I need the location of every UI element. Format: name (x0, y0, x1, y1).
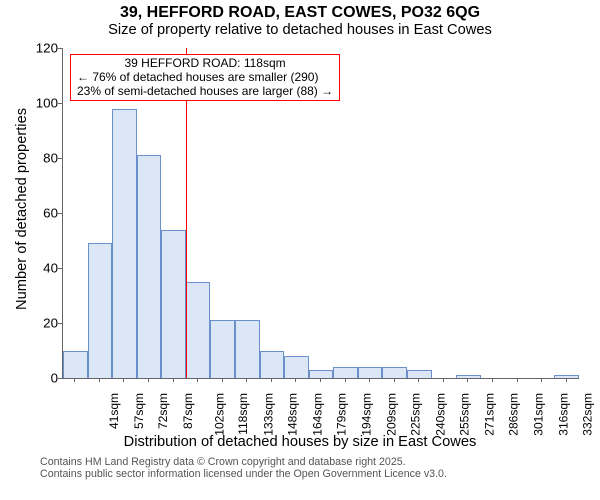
x-tick-mark (394, 378, 395, 382)
footnote-line2: Contains public sector information licen… (40, 468, 447, 480)
x-tick-mark (74, 378, 75, 382)
y-tick-mark (58, 323, 62, 324)
y-tick-mark (58, 48, 62, 49)
x-tick-mark (295, 378, 296, 382)
x-tick-label: 102sqm (212, 393, 226, 436)
x-tick-label: 240sqm (433, 393, 447, 436)
histogram-bar (63, 351, 88, 379)
x-tick-label: 179sqm (335, 393, 349, 436)
y-tick-label: 0 (2, 371, 58, 386)
chart-subtitle: Size of property relative to detached ho… (0, 22, 600, 38)
annotation-line: 39 HEFFORD ROAD: 118sqm (77, 57, 333, 71)
x-tick-label: 301sqm (532, 393, 546, 436)
x-tick-mark (246, 378, 247, 382)
x-tick-mark (99, 378, 100, 382)
x-tick-label: 255sqm (458, 393, 472, 436)
x-ticks: 41sqm 57sqm 72sqm 87sqm 102sqm 118sqm 133sqm 14… (62, 378, 578, 438)
annotation-line: 23% of semi-detached houses are larger (… (77, 85, 333, 99)
histogram-bar (358, 367, 383, 378)
histogram-bar (186, 282, 211, 378)
x-tick-mark (148, 378, 149, 382)
histogram-bar (161, 230, 186, 379)
x-tick-mark (271, 378, 272, 382)
histogram-bar (112, 109, 137, 379)
histogram-bar (210, 320, 235, 378)
x-tick-label: 118sqm (236, 393, 250, 435)
x-tick-mark (541, 378, 542, 382)
x-tick-mark (467, 378, 468, 382)
x-tick-label: 41sqm (107, 393, 121, 429)
histogram-bar (407, 370, 432, 378)
y-ticks: 020406080100120 (0, 48, 62, 378)
histogram-bar (137, 155, 162, 378)
histogram-bar (284, 356, 309, 378)
y-tick-label: 20 (2, 316, 58, 331)
x-tick-label: 209sqm (384, 393, 398, 436)
x-tick-mark (197, 378, 198, 382)
x-tick-label: 148sqm (286, 393, 300, 436)
histogram-bar (260, 351, 285, 379)
y-tick-mark (58, 268, 62, 269)
x-tick-mark (566, 378, 567, 382)
x-tick-mark (345, 378, 346, 382)
histogram-bar (88, 243, 113, 378)
histogram-bar (333, 367, 358, 378)
x-tick-mark (418, 378, 419, 382)
annotation-line: ← 76% of detached houses are smaller (29… (77, 71, 333, 85)
y-tick-label: 100 (2, 96, 58, 111)
y-tick-mark (58, 213, 62, 214)
y-tick-label: 80 (2, 151, 58, 166)
x-tick-label: 316sqm (556, 393, 570, 436)
x-tick-mark (517, 378, 518, 382)
x-tick-label: 164sqm (311, 393, 325, 436)
x-tick-label: 286sqm (507, 393, 521, 436)
histogram-bar (382, 367, 407, 378)
x-tick-mark (492, 378, 493, 382)
x-tick-label: 133sqm (261, 393, 275, 436)
annotation-box: 39 HEFFORD ROAD: 118sqm← 76% of detached… (70, 54, 340, 101)
y-tick-mark (58, 103, 62, 104)
x-tick-label: 194sqm (360, 393, 374, 436)
y-tick-label: 60 (2, 206, 58, 221)
x-tick-mark (222, 378, 223, 382)
x-tick-label: 271sqm (483, 393, 497, 436)
histogram-bar (309, 370, 334, 378)
x-tick-label: 225sqm (409, 393, 423, 436)
x-tick-mark (173, 378, 174, 382)
x-tick-mark (443, 378, 444, 382)
y-tick-label: 120 (2, 41, 58, 56)
y-tick-mark (58, 158, 62, 159)
x-tick-mark (369, 378, 370, 382)
x-axis-label: Distribution of detached houses by size … (0, 434, 600, 450)
y-tick-label: 40 (2, 261, 58, 276)
x-tick-label: 87sqm (181, 393, 195, 429)
histogram-bar (235, 320, 260, 378)
x-tick-label: 57sqm (132, 393, 146, 429)
x-tick-label: 72sqm (156, 393, 170, 429)
plot-area: 39 HEFFORD ROAD: 118sqm← 76% of detached… (62, 48, 579, 379)
x-tick-mark (320, 378, 321, 382)
chart-title: 39, HEFFORD ROAD, EAST COWES, PO32 6QG (0, 4, 600, 22)
footnote-line1: Contains HM Land Registry data © Crown c… (40, 456, 406, 468)
x-tick-mark (123, 378, 124, 382)
x-tick-label: 332sqm (581, 393, 595, 436)
